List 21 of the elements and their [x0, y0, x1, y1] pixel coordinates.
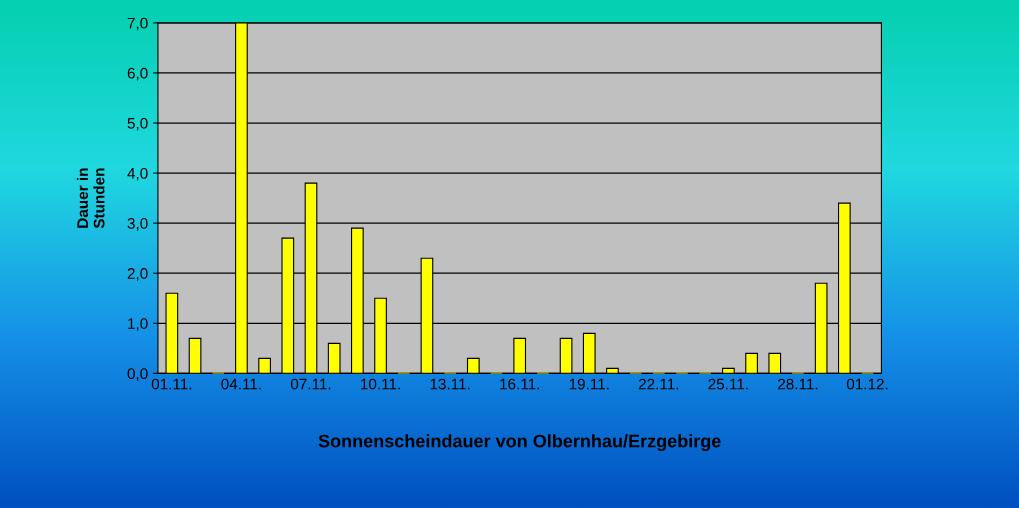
x-tick-label: 10.11. — [361, 378, 400, 390]
y-tick-label: 4,0 — [127, 167, 148, 181]
y-tick-label: 2,0 — [127, 268, 148, 281]
y-tick-label: 7,0 — [127, 17, 148, 31]
y-tick-label: 1,0 — [128, 318, 148, 331]
y-tick-label: 3,0 — [127, 218, 148, 231]
x-tick-label: 01.12. — [846, 378, 888, 390]
x-tick-label: 22.11. — [638, 378, 679, 390]
x-tick-label: 16.11. — [500, 378, 539, 390]
x-tick-label: 19.11. — [569, 378, 609, 390]
x-tick-label: 13.11. — [430, 378, 470, 390]
x-tick-label: 04.11. — [221, 378, 261, 390]
x-tick-label: 01.11. — [151, 378, 192, 390]
y-axis-title: Dauer in Stunden — [76, 168, 105, 229]
y-tick-label: 5,0 — [127, 117, 148, 131]
x-axis-title: Sonnenscheindauer von Olbernhau/Erzgebirge — [318, 434, 721, 452]
x-tick-label: 07.11. — [290, 378, 331, 390]
y-tick-label: 6,0 — [127, 67, 148, 81]
x-tick-label: 28.11. — [778, 378, 818, 390]
x-tick-label: 25.11. — [708, 378, 748, 390]
y-tick-label: 0,0 — [127, 368, 148, 381]
